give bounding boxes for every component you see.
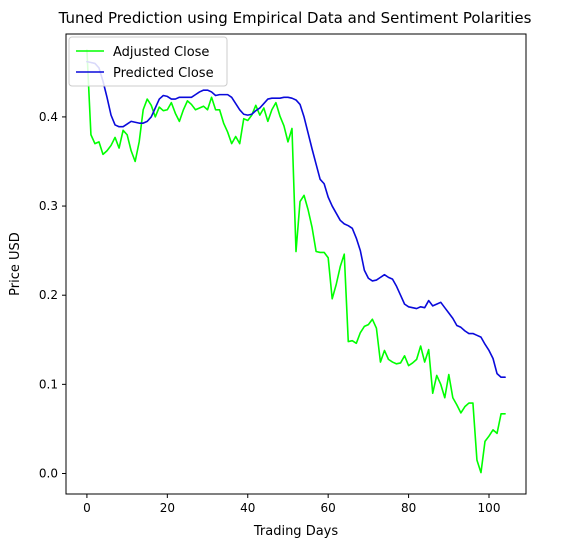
y-tick-label: 0.3 [39,199,58,213]
x-tick-label: 60 [321,501,336,515]
legend-box [68,36,228,87]
x-axis: 0 20 40 60 80 100 [83,494,500,515]
x-tick-label: 0 [83,501,91,515]
series-layer [86,49,506,474]
plot-area: 0 20 40 60 80 100 0.0 0.1 0.2 0.3 0.4 [39,33,527,515]
x-axis-label: Trading Days [253,524,338,539]
x-tick-label: 80 [401,501,416,515]
plot-frame [65,33,527,495]
y-axis: 0.0 0.1 0.2 0.3 0.4 [39,110,66,480]
legend-label-predicted-close: Predicted Close [113,66,214,81]
legend-label-adjusted-close: Adjusted Close [113,45,209,60]
series-line-adjusted-close [86,49,506,474]
x-tick-label: 20 [160,501,175,515]
y-axis-label: Price USD [8,232,23,296]
x-tick-label: 100 [478,501,501,515]
y-tick-label: 0.2 [39,288,58,302]
y-tick-label: 0.0 [39,466,58,480]
y-tick-label: 0.1 [39,377,58,391]
y-tick-label: 0.4 [39,110,58,124]
x-tick-label: 40 [240,501,255,515]
series-line-predicted-close [86,60,506,379]
legend: Adjusted Close Predicted Close [68,36,228,87]
chart-title: Tuned Prediction using Empirical Data an… [58,9,532,27]
